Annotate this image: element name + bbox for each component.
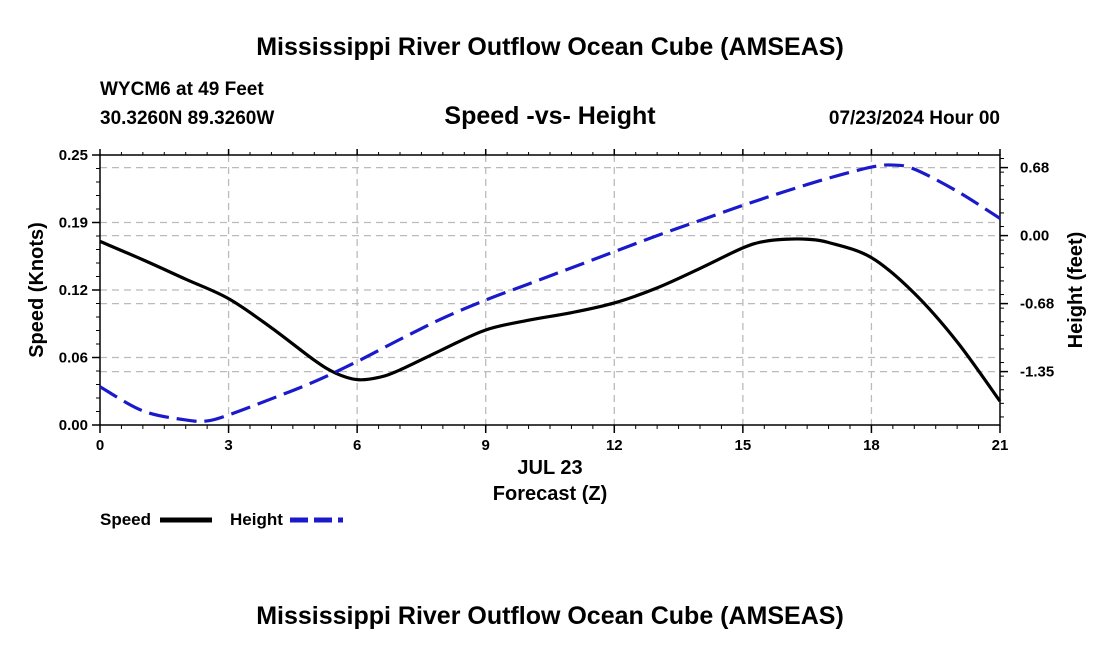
main-title: Mississippi River Outflow Ocean Cube (AM… (256, 33, 844, 61)
series (99, 163, 1002, 424)
y2-tick-label: -0.68 (1020, 296, 1054, 313)
y-axis-label: Speed (Knots) (26, 222, 48, 358)
footer-title: Mississippi River Outflow Ocean Cube (AM… (256, 602, 844, 630)
legend: Speed Height (100, 510, 343, 529)
x-date-label: JUL 23 (517, 457, 582, 479)
x-tick-label: 15 (735, 437, 752, 454)
x-tick-label: 0 (96, 437, 104, 454)
x-tick-label: 21 (992, 437, 1009, 454)
grid (100, 155, 1000, 425)
y-tick-label: 0.00 (59, 417, 88, 434)
height-series-line (99, 163, 1001, 424)
y2-axis-label: Height (feet) (1065, 232, 1087, 349)
datetime-label: 07/23/2024 Hour 00 (829, 108, 1000, 129)
station-label: WYCM6 at 49 Feet (100, 79, 264, 100)
x-tick-label: 9 (482, 437, 490, 454)
x-tick-label: 18 (863, 437, 880, 454)
y-tick-label: 0.25 (59, 147, 88, 164)
chart-subtitle: Speed -vs- Height (444, 102, 656, 130)
coordinates-label: 30.3260N 89.3260W (100, 108, 274, 129)
legend-speed-label: Speed (100, 510, 151, 529)
x-axis-label: Forecast (Z) (493, 483, 607, 505)
legend-height-label: Height (230, 510, 283, 529)
y-tick-label: 0.19 (59, 215, 88, 232)
y2-tick-label: 0.00 (1020, 228, 1049, 245)
speed-series-line (99, 237, 1002, 403)
axis-ticks: 0 3 6 9 12 15 18 21 0.00 0.06 0.12 0.19 0.25 -1.35 -0.… (59, 147, 1054, 454)
x-tick-label: 6 (353, 437, 361, 454)
y2-tick-label: 0.68 (1020, 160, 1049, 177)
y-tick-label: 0.06 (59, 350, 88, 367)
x-tick-label: 3 (224, 437, 232, 454)
x-tick-label: 12 (606, 437, 623, 454)
y-tick-label: 0.12 (59, 282, 88, 299)
y2-tick-label: -1.35 (1020, 364, 1054, 381)
